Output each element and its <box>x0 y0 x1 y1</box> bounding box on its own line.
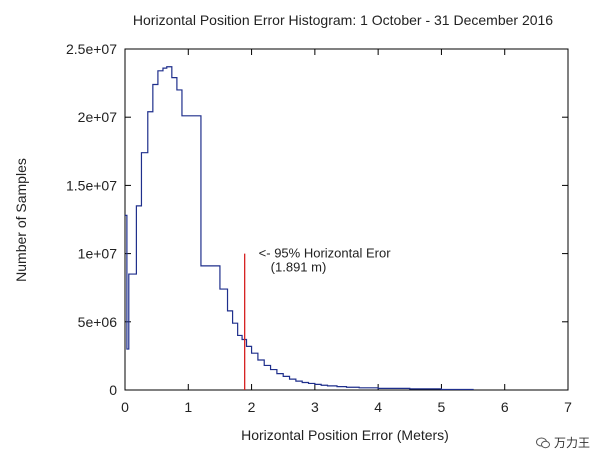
x-tick-label: 4 <box>374 399 382 415</box>
y-axis-label: Number of Samples <box>13 158 29 282</box>
axis-ticks <box>124 48 569 391</box>
x-tick-label: 7 <box>564 399 572 415</box>
y-tick-label: 5e+06 <box>78 314 118 330</box>
y-tick-label: 2e+07 <box>78 109 118 125</box>
chart-title: Horizontal Position Error Histogram: 1 O… <box>133 12 553 28</box>
watermark-text: 万力王 <box>553 436 590 450</box>
histogram-series-line <box>125 66 474 391</box>
x-axis-label: Horizontal Position Error (Meters) <box>241 427 449 443</box>
marker-label-line1: <- 95% Horizontal Eror <box>259 246 392 261</box>
x-tick-label: 5 <box>438 399 446 415</box>
marker-label-line2: (1.891 m) <box>271 260 327 275</box>
y-tick-label: 2.5e+07 <box>66 41 117 57</box>
x-tick-label: 1 <box>184 399 192 415</box>
x-tick-label: 6 <box>501 399 509 415</box>
y-tick-label: 0 <box>109 382 117 398</box>
x-tick-label: 0 <box>121 399 129 415</box>
x-tick-label: 2 <box>248 399 256 415</box>
watermark: 万力王 <box>535 434 590 451</box>
wechat-icon <box>535 437 550 448</box>
y-tick-label: 1.5e+07 <box>66 177 117 193</box>
plot-frame <box>124 48 569 391</box>
y-tick-label: 1e+07 <box>78 246 118 262</box>
x-tick-label: 3 <box>311 399 319 415</box>
y-tick-labels: 0 5e+06 1e+07 1.5e+07 2e+07 2.5e+07 <box>66 41 117 398</box>
x-tick-labels: 0 1 2 3 4 5 6 7 <box>121 399 572 415</box>
